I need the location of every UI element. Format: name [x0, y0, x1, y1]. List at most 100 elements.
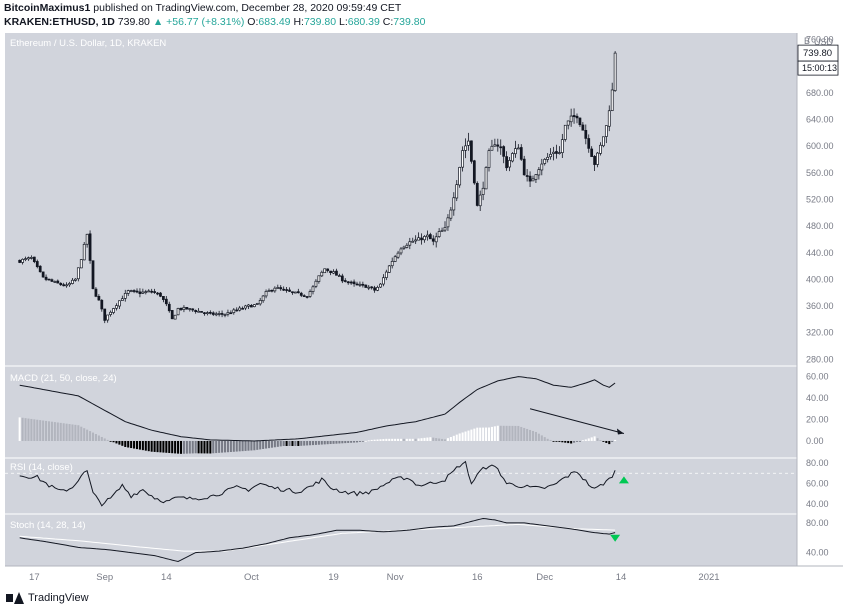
- macd-histogram-bar: [282, 440, 285, 446]
- time-tick-label: 16: [472, 572, 483, 583]
- macd-histogram-bar: [18, 417, 21, 441]
- macd-histogram-bar: [138, 440, 141, 450]
- candle: [572, 115, 576, 118]
- candle: [326, 268, 330, 271]
- macd-histogram-bar: [250, 440, 253, 451]
- candle: [607, 110, 611, 127]
- candle: [552, 151, 555, 154]
- candle: [264, 291, 268, 297]
- time-tick-label: 19: [328, 572, 339, 583]
- candle: [411, 240, 415, 243]
- macd-histogram-bar: [294, 440, 297, 446]
- candle: [208, 311, 212, 314]
- candle: [270, 289, 274, 292]
- candle: [88, 233, 92, 261]
- footer-brand[interactable]: TradingView: [6, 592, 89, 604]
- candle: [384, 271, 388, 278]
- candle: [59, 282, 63, 286]
- macd-histogram-bar: [209, 440, 212, 454]
- macd-tick-label: 20.00: [806, 415, 829, 425]
- candle: [311, 286, 315, 292]
- macd-histogram-bar: [50, 421, 53, 441]
- price-tick-label: 480.00: [806, 221, 834, 231]
- macd-histogram-bar: [194, 440, 197, 454]
- macd-histogram-bar: [561, 440, 564, 443]
- candle: [475, 182, 479, 206]
- macd-histogram-bar: [218, 440, 221, 453]
- macd-histogram-bar: [127, 440, 130, 448]
- macd-histogram-bar: [467, 430, 470, 441]
- candle: [138, 291, 142, 295]
- macd-histogram-bar: [417, 438, 420, 441]
- macd-histogram-bar: [599, 440, 602, 441]
- price-tick-label: 640.00: [806, 115, 834, 125]
- candle: [185, 307, 189, 310]
- macd-histogram-bar: [226, 440, 229, 453]
- time-tick-label: 14: [616, 572, 627, 583]
- candle: [602, 136, 605, 147]
- candle: [173, 314, 177, 320]
- candle: [226, 312, 230, 315]
- rsi-title: RSI (14, close): [10, 462, 73, 473]
- candle: [555, 151, 558, 154]
- candle: [343, 280, 347, 282]
- candle: [273, 287, 277, 292]
- macd-tick-label: 40.00: [806, 393, 829, 403]
- candle: [355, 283, 359, 286]
- candle: [32, 256, 36, 263]
- candle: [487, 150, 491, 168]
- macd-histogram-bar: [482, 427, 485, 441]
- macd-histogram-bar: [514, 425, 517, 441]
- macd-histogram-bar: [332, 440, 335, 444]
- macd-histogram-bar: [590, 437, 593, 441]
- candle: [581, 124, 585, 131]
- candle: [399, 248, 403, 254]
- macd-histogram-bar: [241, 440, 244, 452]
- macd-histogram-bar: [411, 438, 414, 441]
- candle: [53, 281, 57, 283]
- macd-histogram-bar: [182, 440, 185, 454]
- macd-histogram-bar: [517, 425, 520, 441]
- close-label: C:: [382, 16, 394, 28]
- macd-histogram-bar: [452, 435, 455, 441]
- candle: [335, 270, 338, 276]
- macd-histogram-bar: [223, 440, 227, 453]
- candle: [584, 130, 588, 139]
- candle: [150, 290, 154, 293]
- macd-histogram-bar: [53, 422, 56, 441]
- macd-histogram-bar: [341, 440, 344, 444]
- candle: [599, 144, 602, 154]
- low-value: 680.39: [347, 16, 380, 28]
- candle: [38, 265, 42, 273]
- macd-histogram-bar: [520, 426, 523, 441]
- price-title: Ethereum / U.S. Dollar, 1D, KRAKEN: [10, 38, 166, 49]
- macd-histogram-bar: [344, 440, 347, 444]
- macd-histogram-bar: [353, 440, 356, 443]
- macd-histogram-bar: [567, 440, 570, 444]
- candle: [405, 244, 409, 248]
- stoch-tick-label: 40.00: [806, 548, 829, 558]
- candle: [217, 313, 221, 315]
- candle: [367, 286, 371, 289]
- candle: [170, 310, 174, 320]
- candle: [244, 305, 247, 309]
- author-name[interactable]: BitcoinMaximus1: [4, 2, 91, 14]
- macd-histogram-bar: [168, 440, 171, 453]
- macd-histogram-bar: [455, 434, 458, 441]
- macd-histogram-bar: [523, 427, 526, 441]
- macd-histogram-bar: [174, 440, 177, 454]
- macd-histogram-bar: [335, 440, 338, 444]
- candle: [132, 290, 136, 292]
- macd-histogram-bar: [165, 440, 168, 453]
- macd-histogram-bar: [581, 440, 584, 442]
- macd-histogram-bar: [338, 440, 341, 444]
- macd-histogram-bar: [432, 437, 435, 441]
- macd-histogram-bar: [30, 418, 33, 441]
- price-tick-label: 320.00: [806, 328, 834, 338]
- macd-histogram-bar: [458, 433, 461, 441]
- brand-label: TradingView: [28, 592, 89, 604]
- candle: [167, 303, 171, 312]
- macd-histogram-bar: [100, 436, 103, 441]
- macd-histogram-bar: [485, 427, 488, 441]
